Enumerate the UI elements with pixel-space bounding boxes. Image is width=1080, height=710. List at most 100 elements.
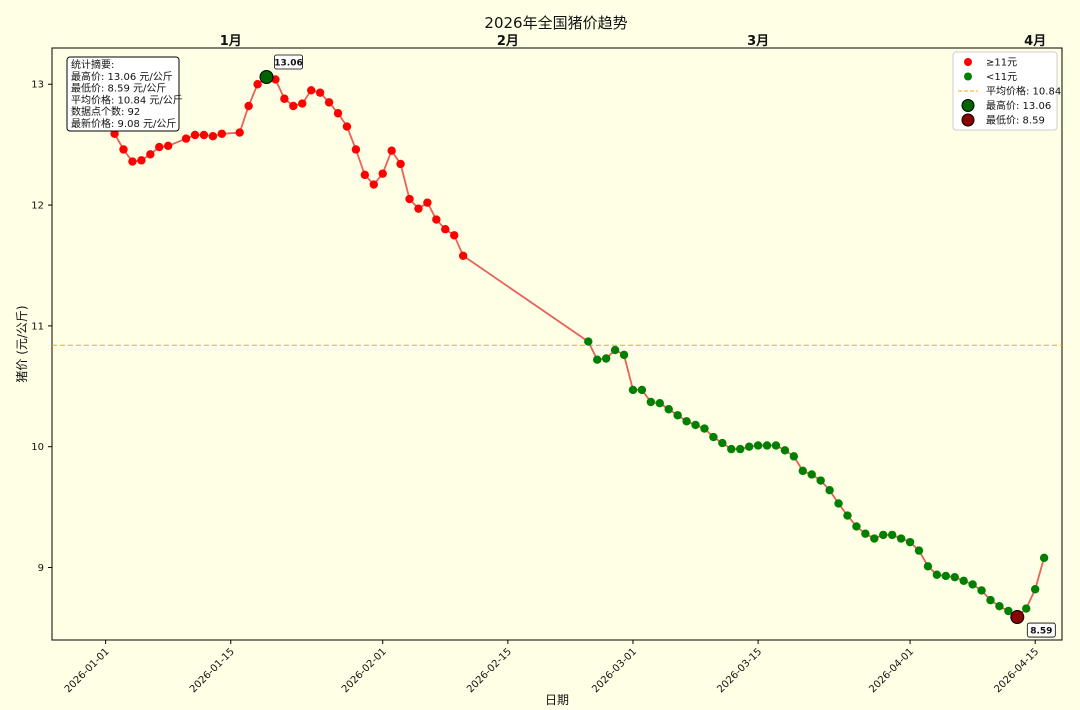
min-price-marker bbox=[1010, 610, 1025, 625]
price-point bbox=[342, 122, 352, 131]
y-tick-label: 9 bbox=[38, 563, 44, 574]
x-tick-label: 2026-03-15 bbox=[715, 646, 764, 695]
annotation-label: 8.59 bbox=[1030, 627, 1052, 637]
price-point bbox=[351, 145, 361, 154]
price-point bbox=[333, 109, 343, 118]
price-point bbox=[601, 354, 611, 363]
price-point bbox=[1030, 585, 1040, 594]
legend-label: 平均价格: 10.84 bbox=[986, 85, 1061, 98]
price-point bbox=[709, 432, 718, 442]
stats-line: 统计摘要: bbox=[71, 58, 114, 71]
price-point bbox=[593, 355, 602, 364]
price-point bbox=[110, 129, 119, 138]
price-point bbox=[941, 571, 951, 581]
price-point bbox=[199, 130, 209, 140]
price-point bbox=[986, 595, 995, 605]
price-point bbox=[744, 442, 754, 451]
price-point bbox=[887, 530, 897, 540]
price-point bbox=[610, 345, 620, 355]
price-point bbox=[932, 570, 942, 579]
month-label: 3月 bbox=[747, 34, 769, 49]
price-point bbox=[450, 231, 459, 240]
legend-label: 最高价: 13.06 bbox=[986, 99, 1051, 112]
price-point bbox=[798, 466, 807, 476]
price-point bbox=[458, 251, 468, 261]
price-point bbox=[405, 194, 414, 204]
month-label: 1月 bbox=[220, 34, 242, 49]
x-tick-label: 2026-03-01 bbox=[590, 646, 639, 695]
plot-area bbox=[51, 47, 1063, 641]
price-point bbox=[441, 225, 450, 234]
plot-frame bbox=[51, 47, 1063, 641]
x-axis-ticks: 2026-01-01 2026-01-15 2026-02-01 2026-02-15… bbox=[63, 640, 1041, 695]
price-point bbox=[307, 86, 316, 95]
price-point bbox=[673, 411, 682, 420]
price-point bbox=[843, 511, 852, 520]
month-label: 2月 bbox=[497, 34, 519, 49]
price-point bbox=[771, 441, 781, 450]
y-tick-label: 13 bbox=[31, 80, 44, 91]
price-point bbox=[360, 170, 370, 180]
annotation-box bbox=[1026, 622, 1056, 638]
stats-line: 平均价格: 10.84 元/公斤 bbox=[71, 93, 183, 106]
price-point bbox=[369, 180, 378, 189]
price-point bbox=[834, 499, 843, 508]
price-point bbox=[995, 601, 1004, 611]
x-tick-label: 2026-01-15 bbox=[188, 646, 237, 695]
price-point bbox=[289, 101, 298, 111]
x-tick-label: 2026-04-15 bbox=[992, 646, 1041, 695]
y-tick-label: 11 bbox=[31, 321, 44, 332]
x-tick-label: 2026-02-01 bbox=[340, 646, 389, 695]
price-point bbox=[637, 385, 647, 395]
price-point bbox=[646, 397, 656, 407]
price-point bbox=[727, 444, 736, 454]
price-point bbox=[378, 169, 387, 178]
price-point bbox=[253, 80, 262, 89]
legend-frame bbox=[952, 51, 1058, 131]
stats-line: 最新价格: 9.08 元/公斤 bbox=[71, 117, 176, 130]
price-point bbox=[950, 572, 959, 582]
price-point bbox=[315, 88, 325, 97]
x-tick-label: 2026-02-15 bbox=[465, 646, 514, 695]
y-tick-label: 12 bbox=[31, 201, 44, 212]
price-point bbox=[896, 534, 906, 543]
stats-line: 最高价: 13.06 元/公斤 bbox=[71, 70, 173, 83]
annotation-label: 13.06 bbox=[274, 58, 302, 68]
price-point bbox=[816, 476, 825, 485]
price-point bbox=[1039, 553, 1049, 563]
legend-label: ≥11元 bbox=[986, 58, 1017, 69]
price-point bbox=[423, 198, 432, 207]
legend-label: 最低价: 8.59 bbox=[986, 114, 1045, 127]
price-point bbox=[968, 580, 977, 589]
price-point bbox=[914, 546, 924, 555]
price-point bbox=[324, 98, 334, 107]
price-point bbox=[1004, 606, 1013, 616]
price-point bbox=[870, 534, 879, 543]
price-point bbox=[146, 150, 155, 159]
legend-label: <11元 bbox=[986, 72, 1017, 83]
max-price-marker bbox=[259, 69, 274, 84]
price-point bbox=[235, 128, 244, 137]
price-point bbox=[753, 441, 763, 450]
price-point bbox=[664, 405, 673, 414]
price-point bbox=[807, 470, 816, 479]
price-point bbox=[280, 94, 289, 103]
price-point bbox=[619, 350, 629, 360]
price-point bbox=[396, 159, 405, 169]
price-point bbox=[190, 130, 200, 140]
x-axis-label: 日期 bbox=[545, 693, 569, 707]
price-point bbox=[119, 145, 128, 154]
price-point bbox=[655, 399, 664, 408]
price-point bbox=[977, 586, 986, 595]
legend-marker bbox=[961, 113, 975, 127]
price-point bbox=[789, 452, 799, 461]
extreme-markers bbox=[259, 69, 1025, 625]
price-point bbox=[387, 146, 396, 155]
price-point bbox=[137, 156, 146, 165]
legend-marker bbox=[964, 72, 972, 81]
y-tick-label: 10 bbox=[31, 442, 44, 453]
price-point bbox=[155, 142, 164, 152]
